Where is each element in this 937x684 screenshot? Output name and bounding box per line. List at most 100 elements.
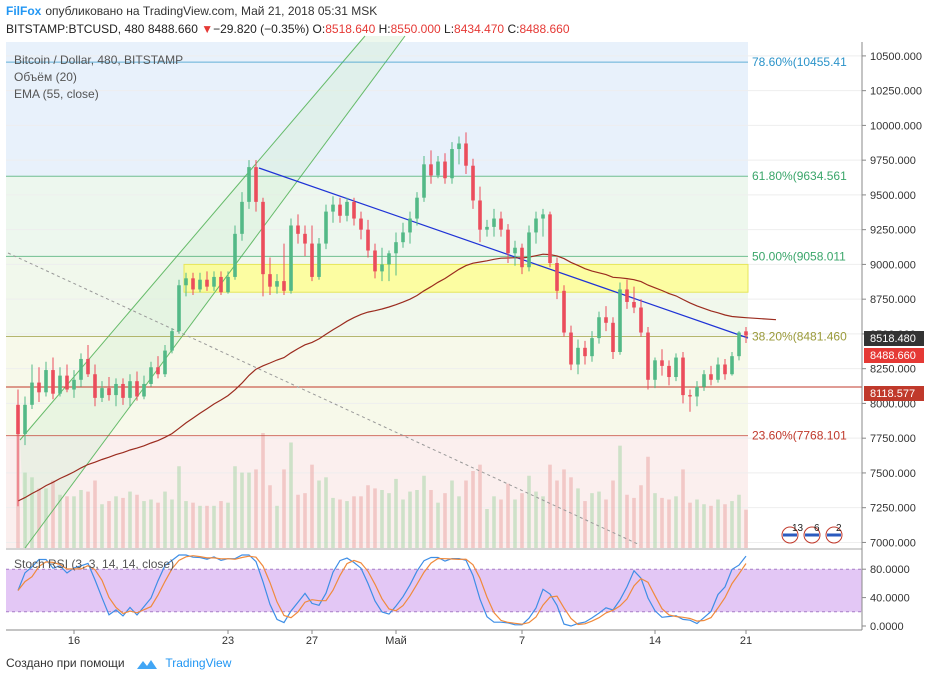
volume-bar	[114, 496, 118, 548]
high-value: 8550.000	[390, 22, 441, 36]
candle-body	[254, 167, 258, 202]
candle-body	[401, 232, 405, 243]
price-change: −29.820 (−0.35%)	[213, 22, 310, 36]
volume-bar	[268, 485, 272, 548]
candle-body	[331, 204, 335, 212]
candle-body	[569, 332, 573, 365]
legend-volume[interactable]: Объём (20)	[14, 70, 77, 84]
blue-trend-line	[258, 167, 749, 339]
candle-body	[296, 225, 300, 234]
volume-bar	[618, 445, 622, 548]
low-label: L:	[444, 22, 455, 36]
candle-body	[226, 276, 230, 293]
volume-bar	[436, 502, 440, 548]
candle-body	[394, 242, 398, 254]
author-name[interactable]: FilFox	[6, 4, 42, 18]
candle-body	[58, 375, 62, 394]
candle-body	[23, 404, 27, 435]
candle-body	[506, 229, 510, 254]
volume-bar	[247, 472, 251, 548]
candle-body	[695, 386, 699, 397]
candle-body	[338, 204, 342, 216]
legend-ema[interactable]: EMA (55, close)	[14, 87, 99, 101]
candle-body	[72, 379, 76, 390]
volume-bar	[191, 502, 195, 548]
candle-body	[478, 200, 482, 230]
tradingview-link[interactable]: TradingView	[165, 656, 232, 670]
volume-bar	[254, 469, 258, 548]
candle-body	[51, 370, 55, 394]
candle-body	[422, 164, 426, 198]
candle-body	[303, 233, 307, 244]
volume-bar	[142, 501, 146, 548]
candle-body	[450, 149, 454, 179]
price-tick-label: 9250.000	[870, 225, 916, 237]
candle-body	[639, 307, 643, 333]
candle-body	[170, 331, 174, 351]
price-chart[interactable]: 78.60%(10455.41 61.80%(9634.561 50.00%(905…	[0, 0, 937, 650]
chart-header-ohlc: BITSTAMP:BTCUSD, 480 8488.660 ▼−29.820 (…	[6, 22, 570, 36]
volume-bar	[429, 490, 433, 548]
fib-label: 38.20%(8481.460	[752, 330, 847, 344]
volume-bar	[443, 493, 447, 548]
candle-body	[520, 247, 524, 268]
volume-bar	[520, 493, 524, 548]
legend-stoch-rsi[interactable]: Stoch RSI (3, 3, 14, 14, close)	[14, 557, 175, 571]
candle-body	[541, 214, 545, 219]
fib-label: 61.80%(9634.561	[752, 169, 847, 183]
volume-bar	[93, 480, 97, 548]
candle-body	[324, 211, 328, 244]
price-tick-label: 10250.000	[870, 86, 922, 98]
candle-body	[702, 374, 706, 387]
candle-body	[135, 381, 139, 397]
volume-bar	[646, 456, 650, 548]
candle-body	[562, 290, 566, 333]
volume-bar	[51, 480, 55, 548]
price-label-box	[864, 348, 924, 363]
event-count-badge: 2	[836, 523, 842, 534]
volume-bar	[219, 501, 223, 548]
volume-bar	[548, 464, 552, 548]
candle-body	[464, 143, 468, 166]
volume-bar	[737, 494, 741, 548]
volume-bar	[212, 505, 216, 548]
volume-bar	[366, 485, 370, 548]
volume-bar	[471, 471, 475, 548]
volume-bar	[170, 499, 174, 548]
open-value: 8518.640	[325, 22, 376, 36]
candle-body	[149, 367, 153, 384]
dashed-trend-line	[7, 252, 641, 546]
price-tick-label: 8000.000	[870, 398, 916, 410]
volume-bar	[541, 496, 545, 548]
change-arrow-icon: ▼	[201, 22, 214, 36]
volume-bar	[660, 497, 664, 548]
volume-bar	[730, 501, 734, 548]
candle-body	[471, 165, 475, 201]
volume-bar	[296, 494, 300, 548]
volume-bar	[674, 496, 678, 548]
low-value: 8434.470	[454, 22, 505, 36]
volume-bar	[513, 499, 517, 548]
volume-bar	[100, 504, 104, 548]
volume-bar	[639, 485, 643, 548]
volume-bar	[611, 480, 615, 548]
volume-bar	[240, 472, 244, 548]
candle-body	[317, 243, 321, 277]
candle-body	[359, 218, 363, 230]
price-tick-label: 8750.000	[870, 294, 916, 306]
time-tick-label: 14	[649, 635, 661, 647]
volume-bar	[702, 504, 706, 548]
candle-body	[667, 365, 671, 378]
volume-bar	[261, 433, 265, 548]
candle-body	[604, 317, 608, 323]
candle-body	[429, 164, 433, 176]
candle-body	[366, 229, 370, 251]
volume-bar	[723, 504, 727, 548]
price-label-box	[864, 331, 924, 346]
candle-body	[653, 360, 657, 380]
legend-main-series[interactable]: Bitcoin / Dollar, 480, BITSTAMP	[14, 53, 184, 67]
price-tick-label: 7250.000	[870, 503, 916, 515]
volume-bar	[156, 502, 160, 548]
rsi-tick-label: 40.0000	[870, 593, 910, 605]
volume-bar	[198, 505, 202, 548]
